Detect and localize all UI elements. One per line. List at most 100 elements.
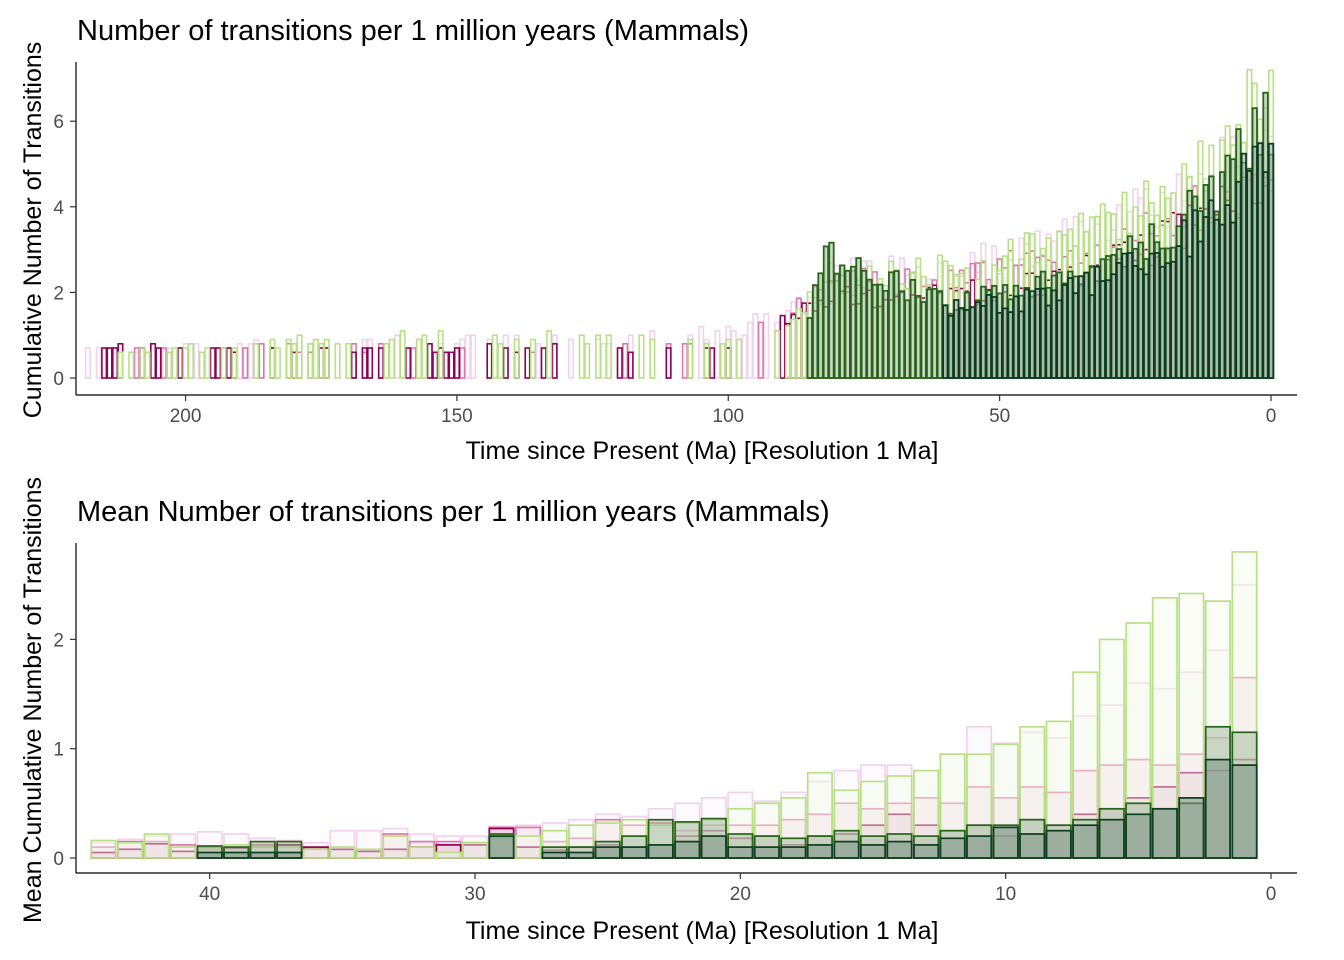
panel-1-bar bbox=[665, 347, 672, 379]
panel-1-bar bbox=[318, 342, 325, 379]
panel-1-y-ticks: 0 2 4 6 bbox=[53, 112, 76, 390]
panel-1-bar bbox=[112, 347, 119, 379]
panel-1-bar bbox=[1061, 284, 1068, 379]
panel-1-bar bbox=[616, 347, 623, 379]
panel-1-bar bbox=[839, 264, 846, 379]
panel-1-bar bbox=[974, 301, 982, 379]
panel-2-title: Mean Number of transitions per 1 million… bbox=[77, 496, 830, 528]
panel-2-bar bbox=[621, 846, 648, 859]
panel-1-bar bbox=[828, 241, 835, 379]
panel-1-bar bbox=[1029, 290, 1036, 379]
panel-1-bar bbox=[193, 342, 200, 379]
panel-2-x-label: Time since Present (Ma) [Resolution 1 Ma… bbox=[466, 917, 939, 945]
panel-1-bar bbox=[1105, 279, 1112, 379]
panel-1-bar bbox=[1039, 287, 1047, 379]
panel-1-bar bbox=[1034, 287, 1041, 379]
panel-1-bar bbox=[1072, 292, 1079, 379]
panel-1-bar bbox=[160, 347, 167, 379]
panel-2-bar bbox=[594, 846, 621, 859]
panel-1-bar bbox=[844, 269, 851, 379]
panel-2-bar bbox=[515, 826, 542, 859]
panel-1-bar bbox=[312, 338, 319, 379]
panel-1-bar bbox=[1229, 221, 1237, 379]
panel-1-bar bbox=[1067, 277, 1074, 379]
panel-1-bar bbox=[822, 245, 830, 379]
panel-1-bar bbox=[1077, 275, 1085, 379]
panel-2-bar bbox=[1151, 807, 1178, 859]
panel-1-x-tick-label-4: 0 bbox=[1266, 406, 1277, 427]
panel-1-bar bbox=[236, 342, 243, 379]
panel-1-bar bbox=[128, 351, 135, 379]
panel-1-bar bbox=[247, 342, 254, 379]
panel-1-bar bbox=[888, 271, 895, 379]
panel-1-bar bbox=[817, 272, 824, 379]
panel-1-bar bbox=[84, 347, 91, 379]
panel-2-bar bbox=[859, 844, 887, 859]
panel-1-bar bbox=[1153, 252, 1161, 379]
panel-1-bar bbox=[1235, 180, 1242, 379]
panel-1-bar bbox=[166, 351, 173, 379]
panel-1-bar bbox=[600, 342, 607, 379]
panel-2-bar bbox=[1072, 824, 1099, 859]
panel-1-bar bbox=[285, 338, 292, 379]
panel-1-y-tick-label-1: 2 bbox=[53, 283, 64, 304]
panel-1-bar bbox=[171, 347, 178, 379]
panel-2-y-ticks: 0 1 2 bbox=[53, 630, 76, 870]
panel-1-bar bbox=[323, 338, 330, 379]
panel-2-bar bbox=[939, 837, 966, 859]
panel-1-bar bbox=[860, 269, 868, 379]
panel-1-bar bbox=[1018, 310, 1025, 379]
panel-1-bar bbox=[1007, 311, 1014, 379]
panel-1-y-label: Cumulative Number of Transitions bbox=[19, 42, 47, 419]
panel-1-bar bbox=[567, 338, 575, 379]
panel-1-bar bbox=[757, 321, 764, 379]
panel-1-bar bbox=[1001, 307, 1009, 379]
panel-1-bar bbox=[627, 351, 634, 379]
panel-1-bar bbox=[605, 334, 612, 379]
panel-2-bar bbox=[966, 835, 993, 859]
panel-1-bar bbox=[258, 342, 265, 379]
panel-1-bar bbox=[204, 347, 211, 379]
panel-1-bar bbox=[1197, 240, 1204, 379]
panel-1-x-tick-label-0: 200 bbox=[170, 406, 202, 427]
panel-2-bar bbox=[355, 829, 382, 859]
panel-1-bar bbox=[117, 351, 124, 379]
panel-1-bar bbox=[1257, 142, 1264, 379]
panel-1-bar bbox=[334, 342, 341, 379]
panel-1-bar bbox=[812, 284, 819, 379]
panel-1-bar bbox=[1262, 171, 1269, 379]
panel-1-bar bbox=[1137, 268, 1144, 379]
panel-1-bar bbox=[909, 278, 916, 379]
panel-2-bar bbox=[223, 851, 250, 859]
panel-1-bar bbox=[144, 351, 151, 379]
panel-1-bar bbox=[763, 312, 770, 379]
panel-2-bar bbox=[117, 841, 144, 859]
panel-1-bar bbox=[1012, 295, 1020, 379]
panel-2-y-label: Mean Cumulative Number of Transitions bbox=[19, 477, 47, 923]
panel-1-bar bbox=[377, 347, 385, 379]
panel-1-bar bbox=[871, 283, 878, 379]
panel-1-bar bbox=[1175, 245, 1182, 379]
panel-1-bar bbox=[486, 342, 493, 379]
panel-1-bar bbox=[139, 347, 146, 379]
panel-1-bar bbox=[215, 347, 222, 379]
panel-1-bar bbox=[584, 342, 591, 379]
panel-2-bar bbox=[90, 839, 117, 859]
panel-1-bar bbox=[1213, 218, 1220, 379]
panel-2-bar bbox=[1204, 758, 1231, 859]
panel-1-bar bbox=[350, 351, 357, 379]
panel-2-bar bbox=[913, 844, 940, 859]
panel-1-bar bbox=[448, 351, 455, 379]
panel-1-y-tick-label-3: 6 bbox=[53, 112, 64, 133]
panel-1-bar bbox=[1267, 142, 1275, 379]
panel-1-bar bbox=[725, 338, 732, 379]
panel-1-bar bbox=[638, 334, 645, 379]
panel-1-x-ticks: 200 150 100 50 0 bbox=[170, 395, 1277, 427]
panel-1-y-tick-label-2: 4 bbox=[53, 198, 64, 219]
panel-1-bar bbox=[774, 330, 781, 379]
panel-1-bar bbox=[1164, 262, 1172, 379]
panel-1-bar bbox=[453, 347, 461, 379]
panel-1-bar bbox=[850, 265, 857, 379]
panel-1-bar bbox=[1246, 169, 1253, 379]
panel-1-bar bbox=[459, 347, 466, 379]
